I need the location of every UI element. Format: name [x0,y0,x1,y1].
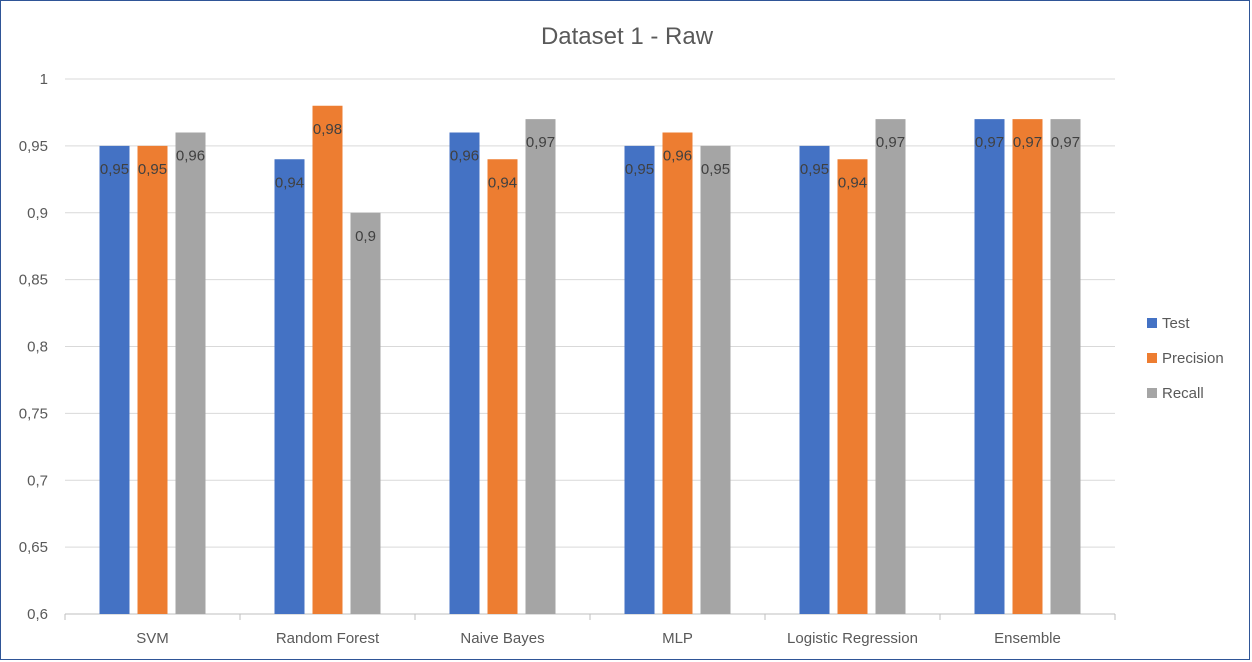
legend-label: Recall [1162,385,1204,402]
data-label: 0,94 [488,174,517,191]
legend-label: Test [1162,315,1190,332]
y-tick-label: 0,85 [19,272,48,289]
data-label: 0,9 [355,228,376,245]
bar-recall [350,212,381,614]
x-category-label: Ensemble [994,630,1061,647]
legend-swatch-recall [1147,388,1157,398]
y-tick-label: 0,7 [27,472,48,489]
bar-recall [525,119,556,614]
data-label: 0,97 [876,134,905,151]
data-label: 0,97 [975,134,1004,151]
bar-precision [837,159,868,614]
data-label: 0,96 [663,148,692,165]
data-label: 0,98 [313,121,342,138]
bar-precision [1012,119,1043,614]
data-label: 0,95 [100,161,129,178]
bar-test [799,145,830,614]
y-tick-label: 0,65 [19,539,48,556]
data-label: 0,97 [1013,134,1042,151]
bar-recall [1050,119,1081,614]
x-category-label: MLP [662,630,693,647]
y-tick-label: 0,8 [27,339,48,356]
y-tick-label: 0,95 [19,138,48,155]
data-label: 0,95 [800,161,829,178]
y-tick-label: 0,9 [27,205,48,222]
legend-swatch-precision [1147,353,1157,363]
bar-recall [700,145,731,614]
legend-label: Precision [1162,350,1224,367]
bar-recall [875,119,906,614]
data-label: 0,96 [450,148,479,165]
x-category-label: Naive Bayes [460,630,544,647]
bar-precision [662,132,693,614]
data-label: 0,95 [138,161,167,178]
bar-test [624,145,655,614]
data-label: 0,97 [526,134,555,151]
bar-test [449,132,480,614]
data-label: 0,95 [701,161,730,178]
bar-precision [487,159,518,614]
x-category-label: Logistic Regression [787,630,918,647]
data-label: 0,96 [176,148,205,165]
x-category-label: SVM [136,630,169,647]
bar-test [99,145,130,614]
legend-swatch-test [1147,318,1157,328]
bar-recall [175,132,206,614]
data-label: 0,94 [275,174,304,191]
y-tick-label: 0,6 [27,606,48,623]
data-label: 0,97 [1051,134,1080,151]
bar-precision [312,105,343,614]
y-tick-label: 0,75 [19,405,48,422]
chart-title: Dataset 1 - Raw [540,23,714,50]
bar-precision [137,145,168,614]
bar-test [274,159,305,614]
bar-test [974,119,1005,614]
y-tick-label: 1 [40,71,48,88]
data-label: 0,95 [625,161,654,178]
data-label: 0,94 [838,174,867,191]
x-category-label: Random Forest [276,630,380,647]
